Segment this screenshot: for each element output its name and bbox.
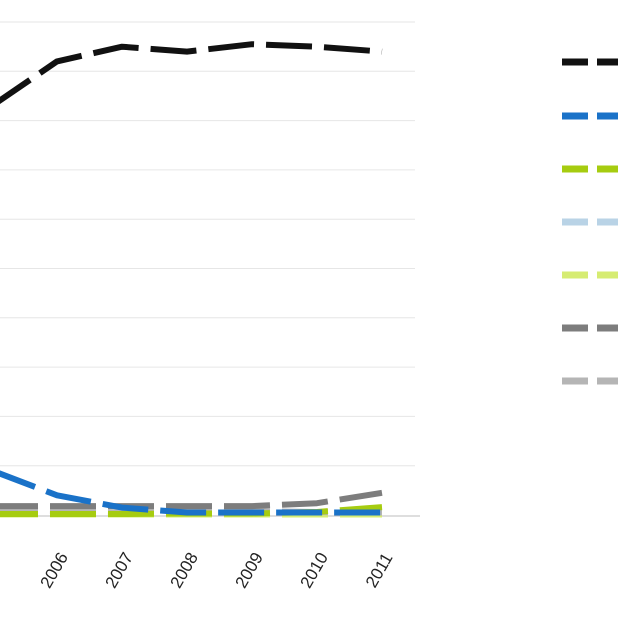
gridlines [0,21,415,467]
series-line-6 [0,489,383,510]
series-lines [0,41,383,518]
x-tick-label: 2011 [362,550,397,591]
legend [562,58,618,385]
x-tick-label: 2009 [232,549,267,591]
x-tick-label: 2006 [37,549,72,591]
x-tick-label: 2007 [102,549,137,591]
series-line-2 [0,470,382,516]
x-tick-label: 2010 [297,549,332,591]
x-tick-label: 2008 [167,549,202,591]
series-line-1 [0,41,383,104]
x-axis: 2006 2007 2008 2009 2010 2011 [0,515,420,591]
